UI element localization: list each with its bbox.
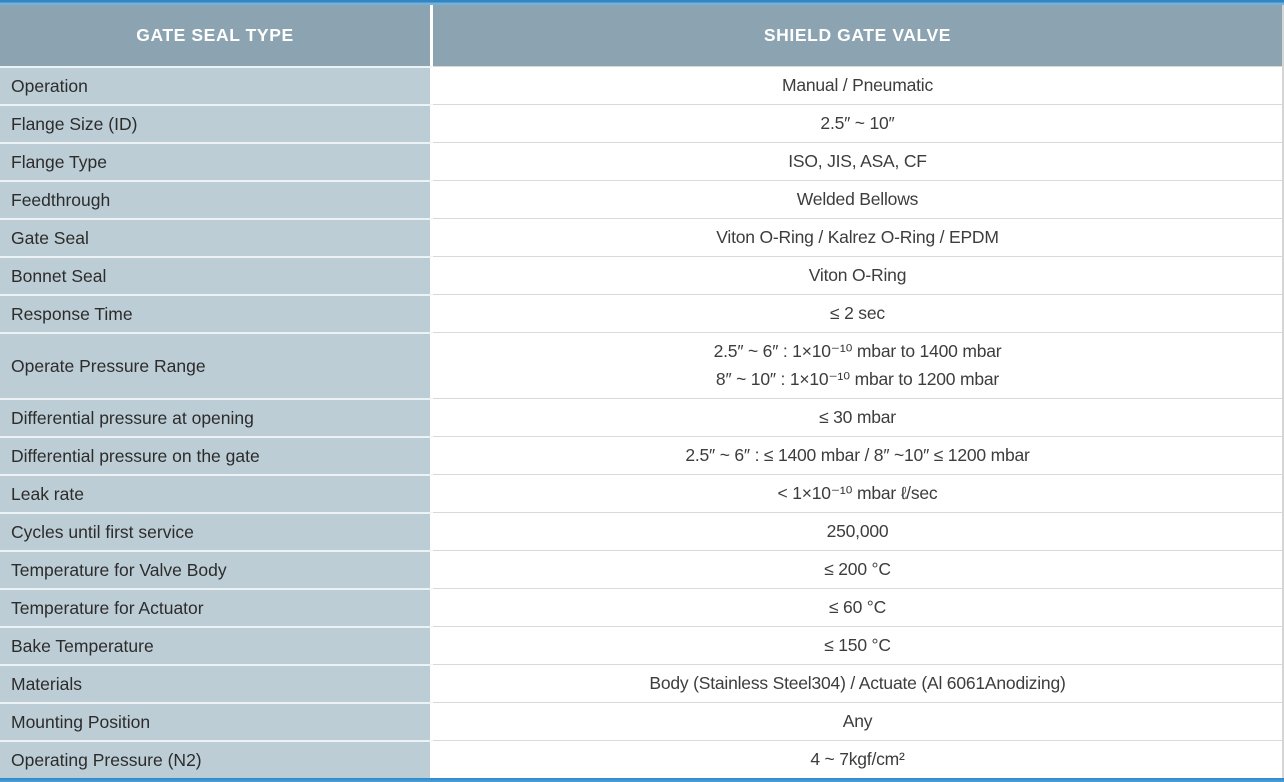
spec-row-operating-pressure-n2: Operating Pressure (N2) 4 ~ 7kgf/cm² — [0, 740, 1284, 778]
spec-label: Flange Size (ID) — [0, 104, 433, 142]
spec-row-flange-type: Flange Type ISO, JIS, ASA, CF — [0, 142, 1284, 180]
spec-label: Bonnet Seal — [0, 256, 433, 294]
header-gate-seal-type: GATE SEAL TYPE — [0, 5, 433, 66]
spec-value: Viton O-Ring — [433, 256, 1284, 294]
top-accent-bar — [0, 0, 1284, 5]
spec-row-mounting-position: Mounting Position Any — [0, 702, 1284, 740]
spec-value: Any — [433, 702, 1284, 740]
spec-label: Bake Temperature — [0, 626, 433, 664]
spec-label: Flange Type — [0, 142, 433, 180]
header-shield-gate-valve: SHIELD GATE VALVE — [433, 5, 1284, 66]
spec-row-feedthrough: Feedthrough Welded Bellows — [0, 180, 1284, 218]
table-header-row: GATE SEAL TYPE SHIELD GATE VALVE — [0, 5, 1284, 66]
spec-value: 2.5″ ~ 6″ : 1×10⁻¹⁰ mbar to 1400 mbar 8″… — [433, 332, 1284, 398]
spec-value: Manual / Pneumatic — [433, 66, 1284, 104]
spec-row-operation: Operation Manual / Pneumatic — [0, 66, 1284, 104]
spec-value: Viton O-Ring / Kalrez O-Ring / EPDM — [433, 218, 1284, 256]
spec-label: Materials — [0, 664, 433, 702]
spec-value: ≤ 30 mbar — [433, 398, 1284, 436]
spec-row-bonnet-seal: Bonnet Seal Viton O-Ring — [0, 256, 1284, 294]
spec-value: ≤ 200 °C — [433, 550, 1284, 588]
spec-row-diff-pressure-opening: Differential pressure at opening ≤ 30 mb… — [0, 398, 1284, 436]
spec-row-bake-temperature: Bake Temperature ≤ 150 °C — [0, 626, 1284, 664]
spec-label: Cycles until first service — [0, 512, 433, 550]
spec-value: ≤ 150 °C — [433, 626, 1284, 664]
spec-value: Welded Bellows — [433, 180, 1284, 218]
spec-label: Operation — [0, 66, 433, 104]
spec-label: Leak rate — [0, 474, 433, 512]
spec-row-flange-size: Flange Size (ID) 2.5″ ~ 10″ — [0, 104, 1284, 142]
spec-row-temp-actuator: Temperature for Actuator ≤ 60 °C — [0, 588, 1284, 626]
spec-value: 2.5″ ~ 10″ — [433, 104, 1284, 142]
spec-value: ISO, JIS, ASA, CF — [433, 142, 1284, 180]
spec-value: Body (Stainless Steel304) / Actuate (Al … — [433, 664, 1284, 702]
spec-value-line: 8″ ~ 10″ : 1×10⁻¹⁰ mbar to 1200 mbar — [715, 368, 1000, 389]
spec-label: Mounting Position — [0, 702, 433, 740]
spec-label: Response Time — [0, 294, 433, 332]
spec-row-leak-rate: Leak rate < 1×10⁻¹⁰ mbar ℓ/sec — [0, 474, 1284, 512]
spec-row-materials: Materials Body (Stainless Steel304) / Ac… — [0, 664, 1284, 702]
spec-row-response-time: Response Time ≤ 2 sec — [0, 294, 1284, 332]
spec-value: < 1×10⁻¹⁰ mbar ℓ/sec — [433, 474, 1284, 512]
spec-value: 250,000 — [433, 512, 1284, 550]
spec-label: Differential pressure at opening — [0, 398, 433, 436]
spec-value: ≤ 60 °C — [433, 588, 1284, 626]
spec-label: Differential pressure on the gate — [0, 436, 433, 474]
spec-label: Feedthrough — [0, 180, 433, 218]
spec-row-operate-pressure-range: Operate Pressure Range 2.5″ ~ 6″ : 1×10⁻… — [0, 332, 1284, 398]
spec-row-cycles: Cycles until first service 250,000 — [0, 512, 1284, 550]
spec-row-gate-seal: Gate Seal Viton O-Ring / Kalrez O-Ring /… — [0, 218, 1284, 256]
spec-label: Gate Seal — [0, 218, 433, 256]
spec-row-diff-pressure-gate: Differential pressure on the gate 2.5″ ~… — [0, 436, 1284, 474]
spec-label: Operate Pressure Range — [0, 332, 433, 398]
spec-value-line: 2.5″ ~ 6″ : 1×10⁻¹⁰ mbar to 1400 mbar — [713, 341, 1002, 362]
spec-value: ≤ 2 sec — [433, 294, 1284, 332]
spec-value: 4 ~ 7kgf/cm² — [433, 740, 1284, 778]
spec-value: 2.5″ ~ 6″ : ≤ 1400 mbar / 8″ ~10″ ≤ 1200… — [433, 436, 1284, 474]
spec-row-temp-valve-body: Temperature for Valve Body ≤ 200 °C — [0, 550, 1284, 588]
bottom-accent-bar — [0, 778, 1284, 782]
spec-label: Temperature for Actuator — [0, 588, 433, 626]
spec-label: Operating Pressure (N2) — [0, 740, 433, 778]
spec-label: Temperature for Valve Body — [0, 550, 433, 588]
